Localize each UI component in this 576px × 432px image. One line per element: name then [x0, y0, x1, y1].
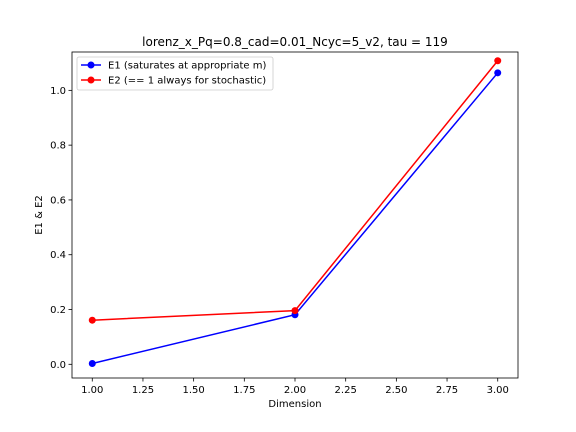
y-tick-label: 1.0	[50, 86, 66, 97]
x-tick-label: 3.00	[487, 385, 509, 396]
y-tick-label: 0.4	[50, 250, 66, 261]
data-point-e1	[494, 69, 502, 77]
x-axis-ticks: 1.00 1.25 1.50 1.75 2.00 2.25 2.50 2.75 3.00	[81, 378, 509, 396]
x-tick-label: 1.25	[132, 385, 154, 396]
legend-label-e2: E2 (== 1 always for stochastic)	[108, 76, 266, 87]
y-axis-label: E1 & E2	[34, 195, 45, 235]
y-tick-label: 0.6	[50, 195, 66, 206]
x-tick-label: 2.75	[436, 385, 458, 396]
legend-marker-e2	[87, 76, 95, 84]
y-tick-label: 0.2	[50, 305, 66, 316]
x-tick-label: 2.50	[385, 385, 407, 396]
x-tick-label: 1.00	[81, 385, 103, 396]
x-tick-label: 2.25	[335, 385, 357, 396]
data-point-e2	[494, 57, 502, 65]
x-tick-label: 1.50	[183, 385, 205, 396]
legend-label-e1: E1 (saturates at appropriate m)	[108, 61, 266, 72]
plot-area: 1.00 1.25 1.50 1.75 2.00 2.25 2.50 2.75 3.00 0.0…	[50, 51, 519, 396]
data-point-e2	[291, 307, 299, 315]
series-layer	[88, 57, 502, 367]
x-tick-label: 2.00	[284, 385, 306, 396]
legend: E1 (saturates at appropriate m) E2 (== 1…	[76, 56, 274, 91]
y-tick-label: 0.0	[50, 360, 66, 371]
x-axis-label: Dimension	[268, 399, 321, 410]
y-tick-label: 0.8	[50, 141, 66, 152]
chart-title: lorenz_x_Pq=0.8_cad=0.01_Ncyc=5_v2, tau …	[142, 35, 448, 49]
legend-marker-e1	[87, 61, 95, 69]
y-axis-ticks: 0.0 0.2 0.4 0.6 0.8 1.0	[50, 86, 72, 371]
data-point-e1	[88, 359, 96, 367]
legend-box	[76, 56, 274, 91]
data-point-e2	[88, 316, 96, 324]
x-tick-label: 1.75	[233, 385, 255, 396]
